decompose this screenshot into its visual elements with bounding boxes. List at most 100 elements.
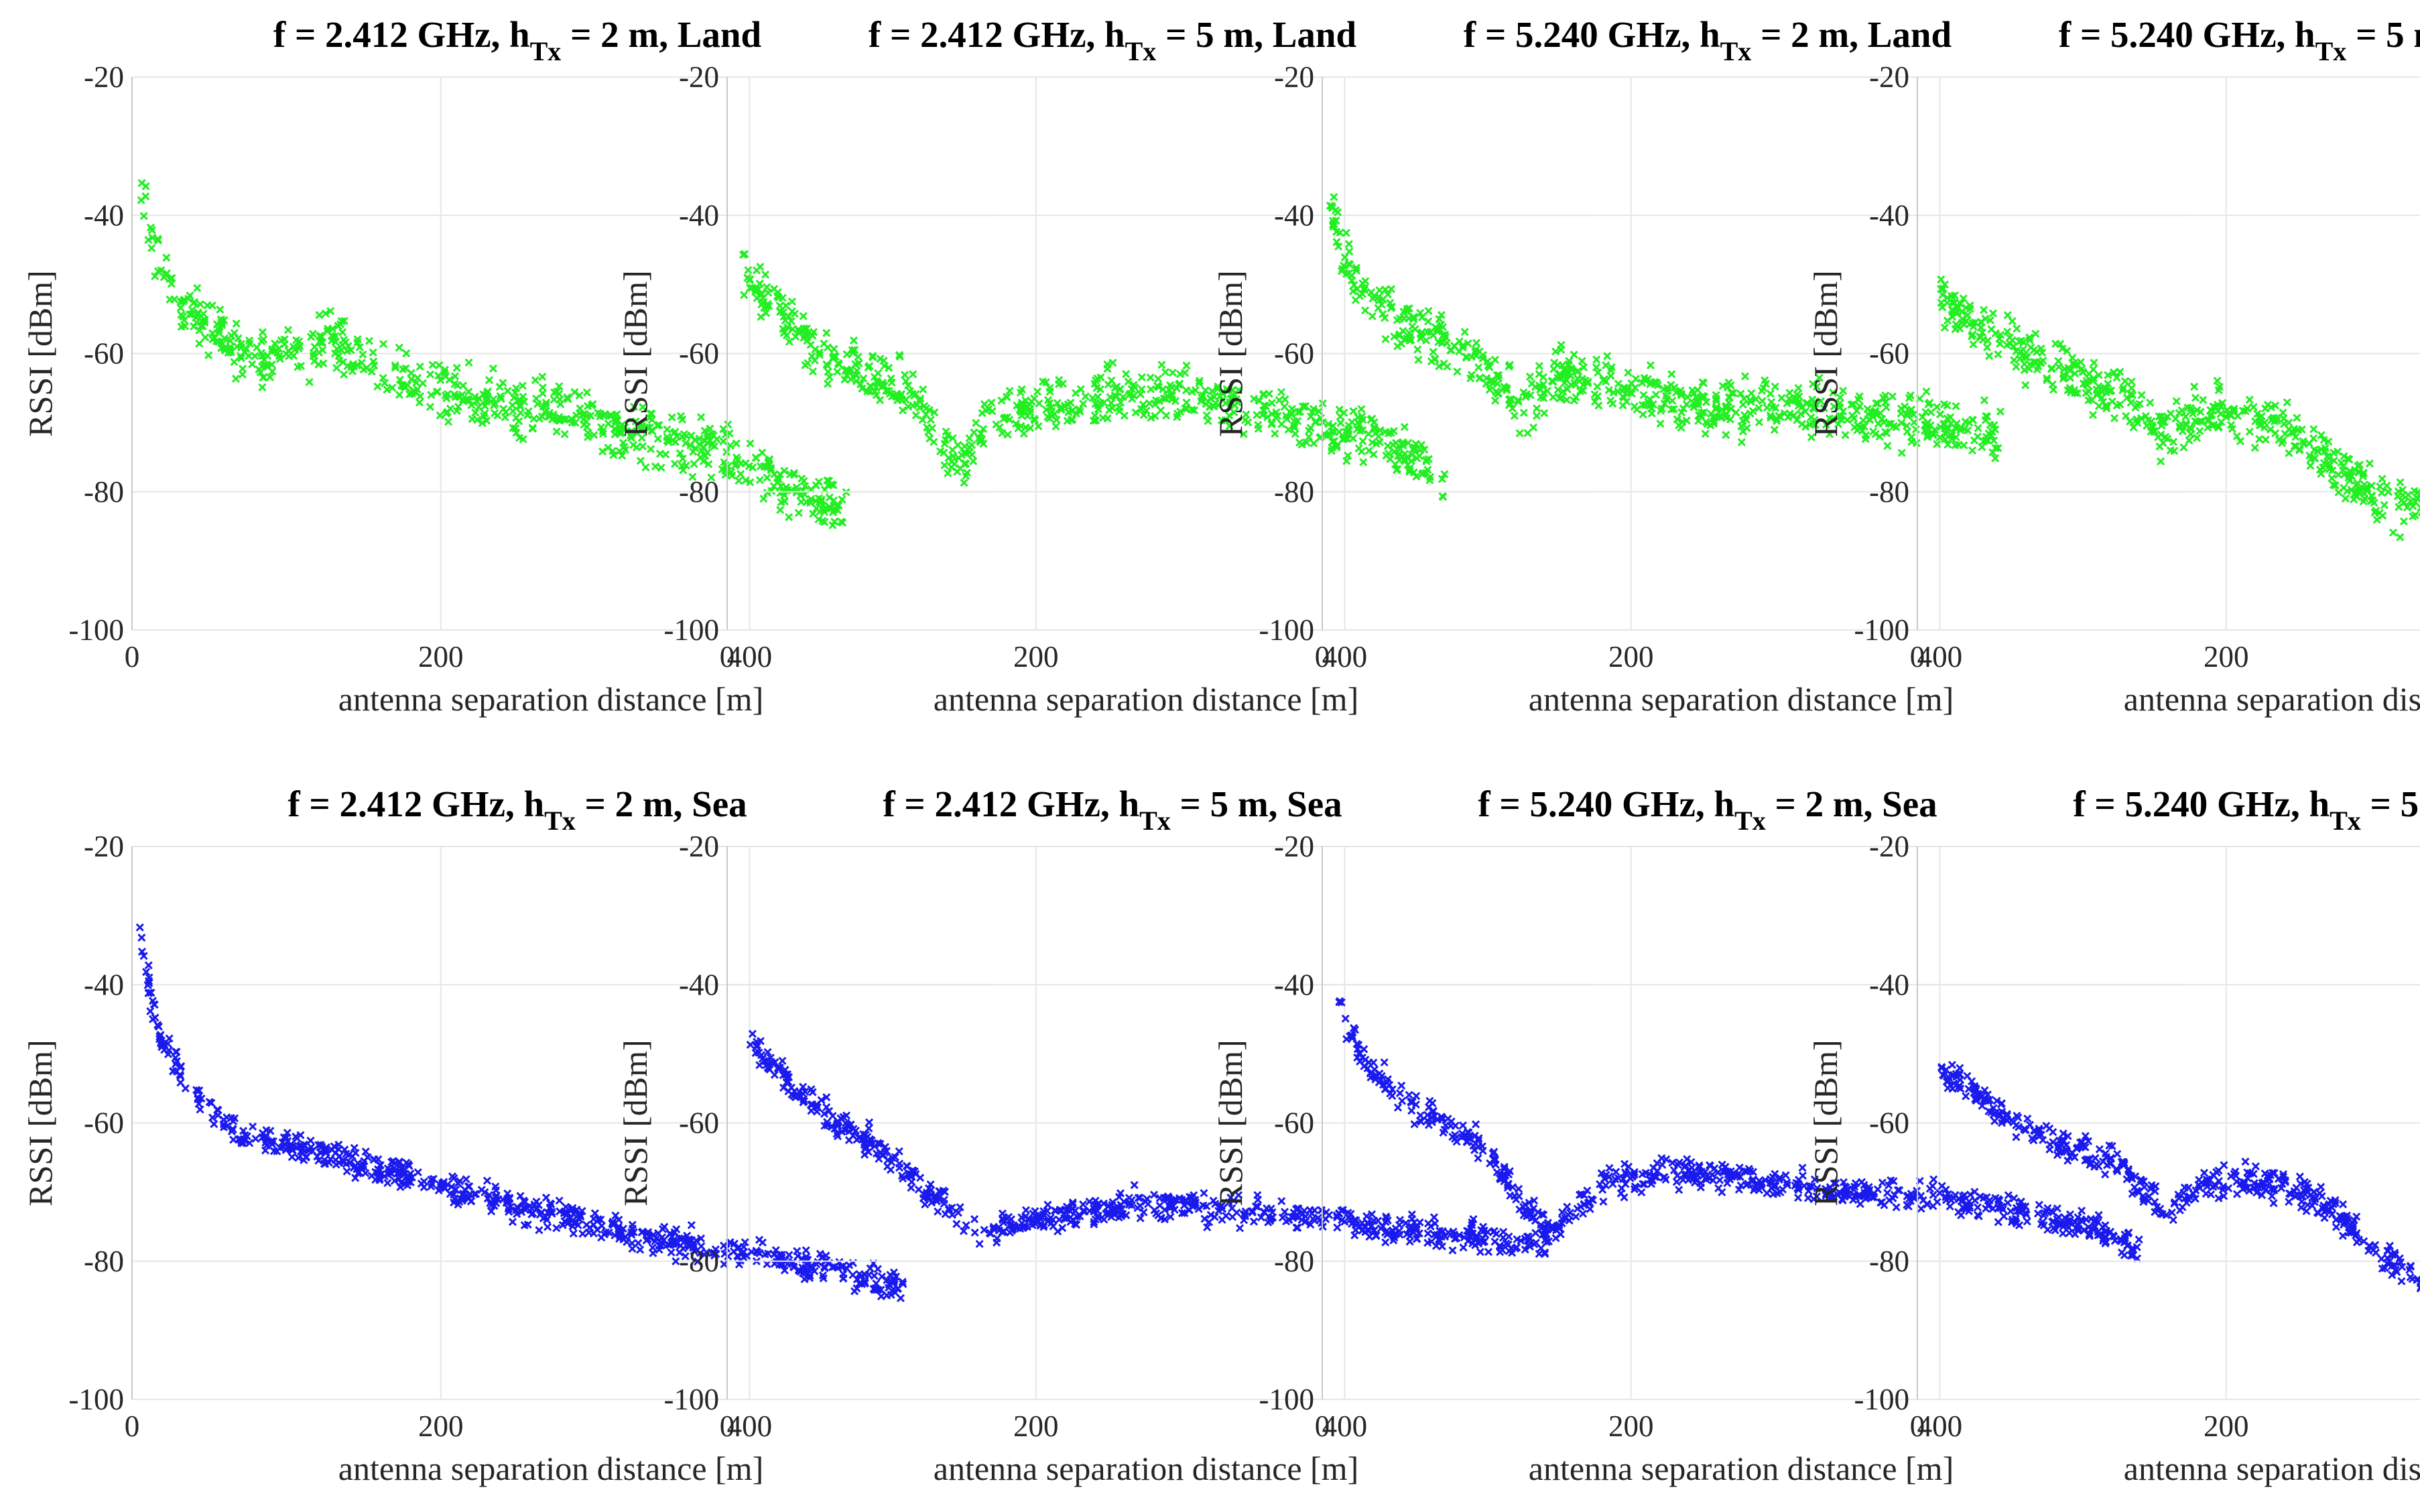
data-point	[934, 1207, 942, 1216]
y-tick-label: -60	[1869, 1107, 1909, 1140]
data-point	[470, 392, 479, 401]
data-point	[1210, 393, 1218, 401]
data-point	[1969, 340, 1978, 349]
data-point	[220, 334, 229, 342]
data-point	[245, 1139, 254, 1147]
data-point	[598, 447, 607, 456]
data-point	[2084, 387, 2093, 395]
data-point	[1409, 315, 1418, 324]
data-point	[418, 379, 428, 387]
data-point	[1798, 1163, 1807, 1172]
data-point	[919, 1194, 928, 1202]
data-point	[987, 398, 996, 407]
data-point	[619, 1224, 627, 1233]
data-point	[1147, 385, 1155, 393]
data-point	[1871, 430, 1880, 438]
data-point	[657, 1241, 665, 1250]
data-point	[881, 1143, 889, 1151]
data-point	[497, 394, 505, 403]
data-point	[1271, 414, 1280, 422]
data-point	[1107, 399, 1116, 407]
data-point	[443, 1180, 452, 1189]
data-point	[1072, 1220, 1081, 1229]
data-point	[582, 417, 590, 426]
data-point	[763, 489, 772, 497]
data-point	[1168, 368, 1177, 377]
data-point	[720, 458, 728, 466]
data-point	[420, 1183, 428, 1192]
data-point	[1553, 385, 1562, 394]
data-point	[1698, 378, 1707, 387]
data-point	[1363, 1218, 1372, 1227]
data-point	[556, 1207, 564, 1216]
data-point	[866, 1264, 875, 1273]
data-point	[621, 445, 629, 454]
data-point	[1185, 1206, 1194, 1214]
data-point	[1366, 416, 1375, 424]
data-point	[1363, 1064, 1372, 1073]
data-point	[322, 1145, 330, 1154]
data-point	[1482, 379, 1490, 388]
data-point	[1366, 288, 1376, 297]
data-point	[318, 346, 327, 355]
data-point	[1364, 1226, 1373, 1235]
data-point	[281, 1134, 290, 1143]
data-point	[1624, 1162, 1633, 1171]
data-point	[824, 379, 832, 388]
data-point	[1415, 452, 1423, 460]
data-point	[245, 336, 254, 345]
data-point	[1438, 1242, 1446, 1251]
data-point	[795, 1266, 804, 1275]
data-point	[137, 178, 146, 188]
data-point	[607, 412, 616, 420]
data-point	[508, 401, 517, 410]
data-point	[672, 1257, 680, 1266]
data-point	[379, 373, 387, 383]
data-point	[192, 1086, 201, 1094]
data-point	[468, 415, 476, 424]
data-point	[1737, 422, 1746, 431]
data-point	[1201, 386, 1210, 395]
data-point	[450, 1174, 458, 1183]
data-point	[724, 420, 733, 429]
data-point	[494, 1195, 503, 1204]
data-point	[1428, 1098, 1437, 1107]
data-point	[1570, 351, 1578, 359]
data-point	[313, 1152, 322, 1161]
data-point	[1703, 420, 1712, 428]
data-point	[1747, 389, 1756, 397]
data-point	[740, 291, 749, 300]
data-point	[1793, 416, 1801, 424]
data-point	[251, 1135, 260, 1143]
data-point	[2090, 359, 2098, 367]
data-point	[179, 297, 188, 306]
data-point	[555, 413, 564, 422]
data-point	[2200, 1168, 2209, 1178]
data-point	[808, 1088, 817, 1096]
data-point	[634, 1239, 643, 1247]
data-point	[1166, 1212, 1175, 1221]
data-point	[1503, 384, 1511, 393]
data-point	[344, 342, 353, 351]
data-point	[1485, 385, 1494, 394]
data-point	[2047, 364, 2056, 373]
data-point	[872, 1279, 881, 1288]
data-point	[514, 1204, 523, 1213]
data-point	[681, 1252, 690, 1261]
y-tick-label: -60	[1274, 1107, 1314, 1140]
y-tick-label: -80	[679, 1245, 719, 1278]
data-point	[490, 1196, 499, 1206]
data-point	[1340, 408, 1348, 417]
data-point	[611, 1211, 620, 1220]
data-point	[1716, 1176, 1724, 1184]
data-point	[779, 312, 788, 321]
data-point	[1829, 388, 1838, 397]
data-point	[837, 517, 846, 526]
data-point	[337, 317, 346, 326]
data-point	[1391, 1224, 1400, 1233]
data-point	[1783, 413, 1793, 422]
data-point	[207, 1098, 216, 1107]
data-point	[2007, 1218, 2017, 1226]
data-point	[2360, 489, 2369, 498]
